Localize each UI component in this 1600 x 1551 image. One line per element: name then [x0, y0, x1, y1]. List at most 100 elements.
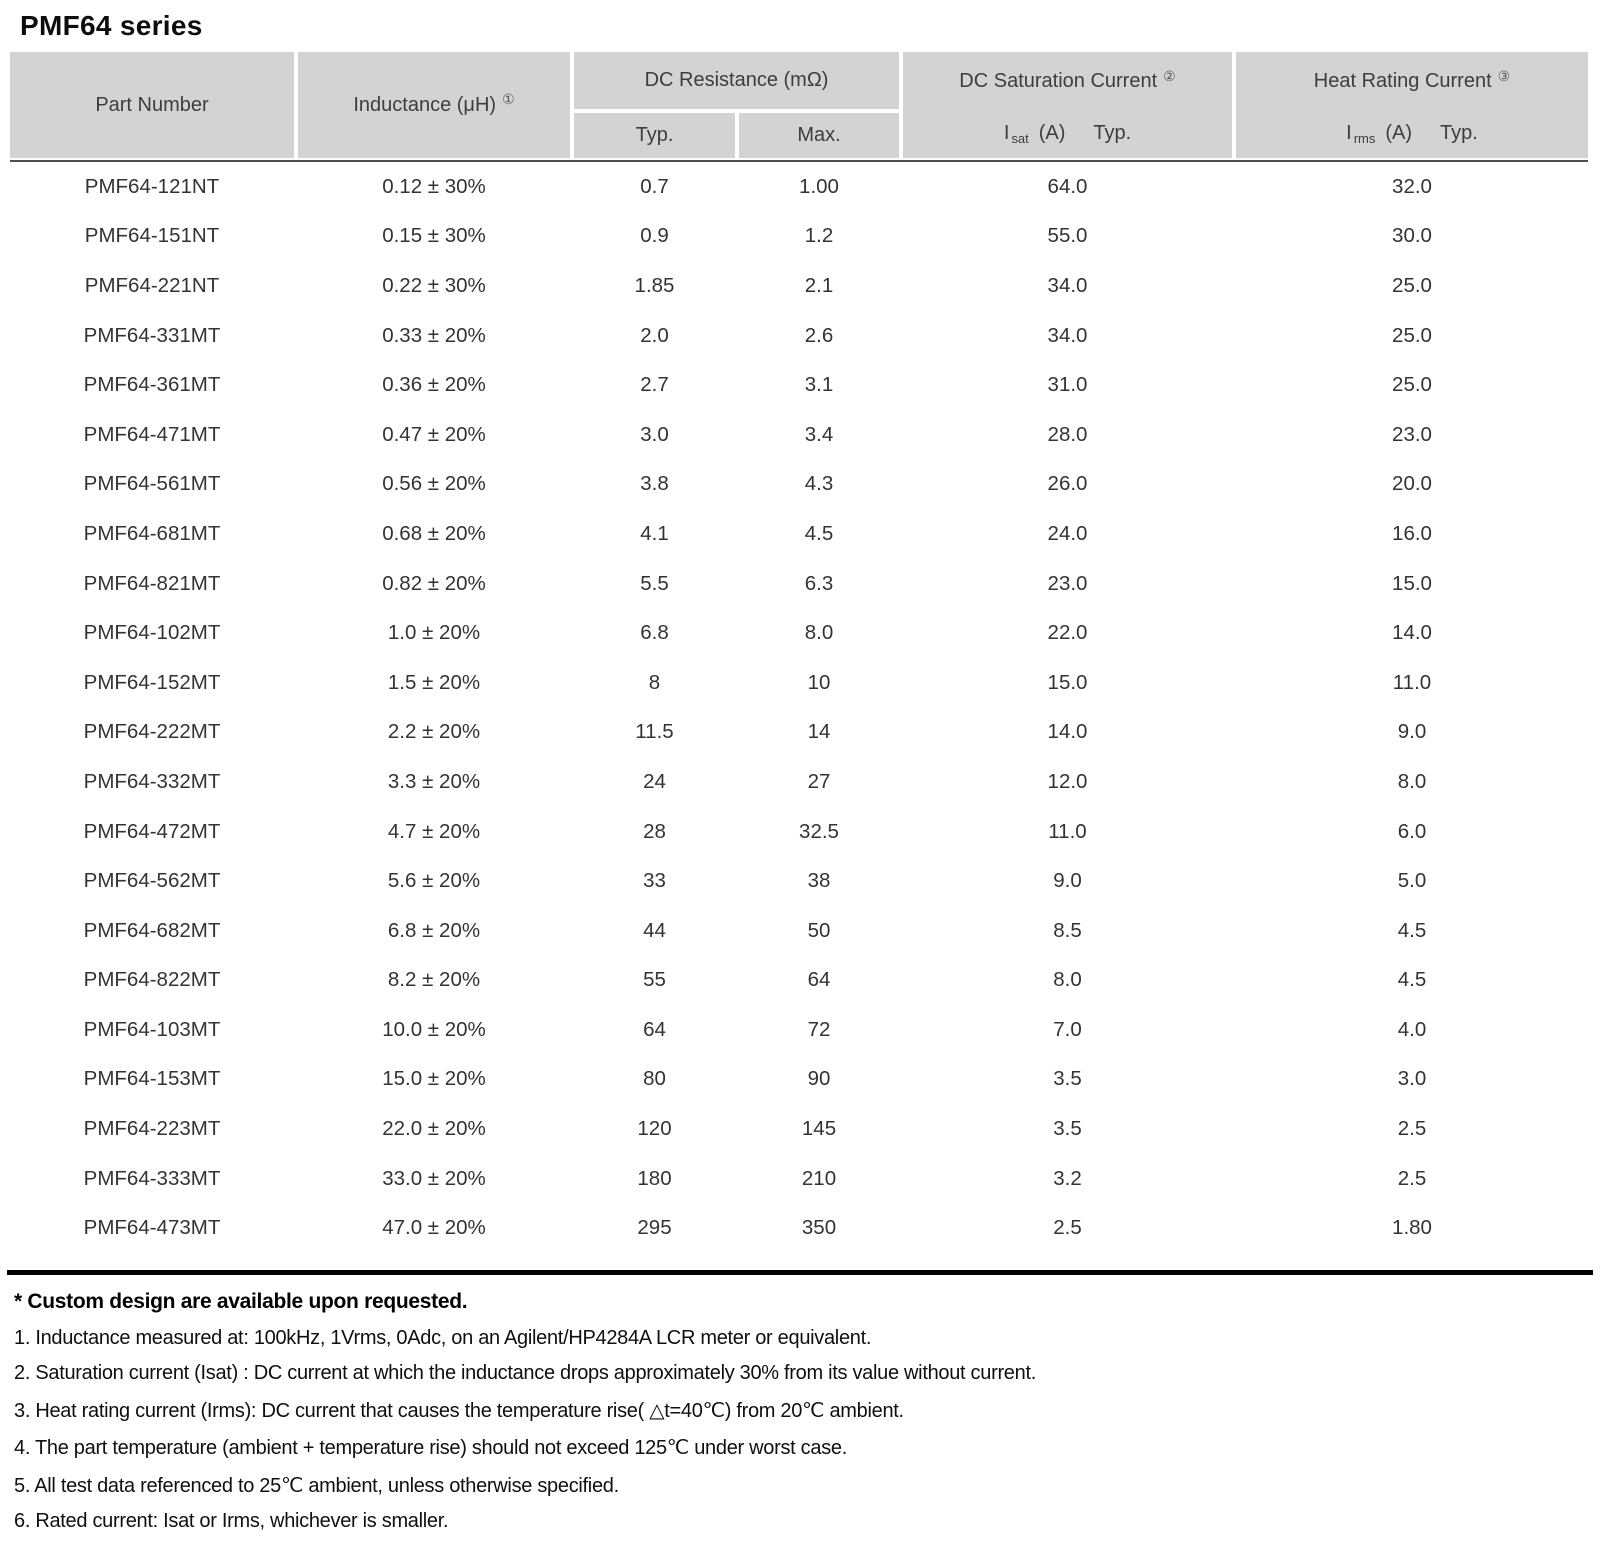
heat-rating-current-cell: 8.0 [1397, 769, 1427, 793]
dcr-typ-cell: 3.0 [640, 422, 669, 446]
part-number-cell: PMF64-473MT [83, 1216, 221, 1240]
inductance-cell: 0.56 ± 20% [382, 472, 486, 496]
part-number-cell: PMF64-223MT [83, 1117, 221, 1141]
table-row: PMF64-471MT 0.47 ± 20% 3.0 3.4 28.0 23.0 [10, 410, 1588, 460]
table-row: PMF64-221NT 0.22 ± 30% 1.85 2.1 34.0 25.… [10, 261, 1588, 311]
dcr-typ-cell: 55 [643, 968, 666, 992]
heat-rating-current-cell: 14.0 [1392, 621, 1432, 645]
part-number-cell: PMF64-103MT [83, 1017, 221, 1041]
dcr-typ-header-label: Typ. [635, 124, 674, 146]
isat-symbol: I [1003, 122, 1010, 144]
dcr-typ-cell: 295 [637, 1216, 672, 1240]
part-number-cell: PMF64-221NT [84, 273, 220, 297]
column-header-dc-resistance: DC Resistance (mΩ) [574, 52, 899, 109]
inductance-cell: 0.36 ± 20% [382, 373, 486, 397]
dc-resistance-header-label: DC Resistance (mΩ) [644, 69, 829, 91]
saturation-current-cell: 8.0 [1053, 968, 1082, 992]
inductance-cell: 0.33 ± 20% [382, 323, 486, 347]
irms-qualifier: Typ. [1440, 122, 1478, 144]
table-row: PMF64-361MT 0.36 ± 20% 2.7 3.1 31.0 25.0 [10, 360, 1588, 410]
dcr-max-cell: 14 [807, 720, 831, 744]
dcr-max-cell: 90 [807, 1067, 831, 1091]
heat-rating-current-cell: 25.0 [1392, 373, 1432, 397]
table-row: PMF64-151NT 0.15 ± 30% 0.9 1.2 55.0 30.0 [10, 212, 1588, 262]
dcr-max-cell: 64 [807, 968, 831, 992]
footnote-item: 4. The part temperature (ambient + tempe… [14, 1437, 847, 1460]
part-number-cell: PMF64-121NT [84, 174, 220, 198]
saturation-current-cell: 3.2 [1053, 1166, 1082, 1190]
table-row: PMF64-561MT 0.56 ± 20% 3.8 4.3 26.0 20.0 [10, 460, 1588, 510]
inductance-cell: 10.0 ± 20% [382, 1017, 486, 1041]
saturation-current-cell: 64.0 [1047, 174, 1088, 198]
dcr-typ-cell: 180 [637, 1166, 672, 1190]
table-row: PMF64-102MT 1.0 ± 20% 6.8 8.0 22.0 14.0 [10, 608, 1588, 658]
column-header-dcr-typ: Typ. [574, 113, 735, 158]
part-number-header-label: Part Number [95, 93, 209, 116]
part-number-cell: PMF64-562MT [83, 869, 221, 893]
inductance-cell: 0.22 ± 30% [382, 273, 486, 297]
table-row: PMF64-473MT 47.0 ± 20% 295 350 2.5 1.80 [10, 1203, 1588, 1253]
table-header: Part Number Inductance (μH) ① DC Resistan… [10, 52, 1588, 158]
dcr-max-cell: 32.5 [799, 819, 839, 843]
dcr-typ-cell: 4.1 [640, 521, 669, 545]
dcr-typ-cell: 6.8 [640, 621, 669, 645]
dcr-typ-cell: 0.7 [640, 174, 669, 198]
part-number-cell: PMF64-361MT [83, 373, 221, 397]
inductance-cell: 1.0 ± 20% [387, 621, 481, 645]
part-number-cell: PMF64-682MT [83, 918, 221, 942]
saturation-current-cell: 3.5 [1053, 1067, 1082, 1091]
table-row: PMF64-333MT 33.0 ± 20% 180 210 3.2 2.5 [10, 1154, 1588, 1204]
footnote-item: 2. Saturation current (Isat) : DC curren… [14, 1362, 1036, 1385]
saturation-header-title: DC Saturation Current ② [959, 67, 1176, 93]
saturation-current-cell: 12.0 [1047, 769, 1088, 793]
isat-qualifier: Typ. [1093, 122, 1132, 144]
heat-rating-current-cell: 4.5 [1397, 968, 1427, 992]
saturation-current-cell: 7.0 [1053, 1017, 1082, 1041]
saturation-current-cell: 14.0 [1047, 720, 1088, 744]
dcr-typ-cell: 2.7 [640, 373, 669, 397]
heat-rating-current-cell: 25.0 [1392, 273, 1432, 297]
table-row: PMF64-103MT 10.0 ± 20% 64 72 7.0 4.0 [10, 1005, 1588, 1055]
heat-header-title: Heat Rating Current ③ [1313, 67, 1511, 93]
dcr-max-cell: 8.0 [804, 621, 834, 645]
heat-rating-current-cell: 15.0 [1392, 571, 1432, 595]
dcr-max-cell: 6.3 [804, 571, 834, 595]
inductance-cell: 47.0 ± 20% [382, 1216, 486, 1240]
dcr-max-cell: 50 [807, 918, 831, 942]
dcr-max-cell: 145 [801, 1117, 837, 1141]
dcr-max-cell: 1.2 [804, 224, 834, 248]
part-number-cell: PMF64-152MT [83, 670, 221, 694]
irms-subscript: rms [1353, 131, 1376, 146]
dcr-typ-cell: 24 [643, 769, 666, 793]
footnote-item: 1. Inductance measured at: 100kHz, 1Vrms… [14, 1326, 872, 1349]
dcr-typ-cell: 0.9 [640, 224, 669, 248]
dcr-typ-cell: 5.5 [640, 571, 669, 595]
part-number-cell: PMF64-472MT [83, 819, 221, 843]
table-row: PMF64-682MT 6.8 ± 20% 44 50 8.5 4.5 [10, 906, 1588, 956]
table-row: PMF64-681MT 0.68 ± 20% 4.1 4.5 24.0 16.0 [10, 509, 1588, 559]
table-row: PMF64-153MT 15.0 ± 20% 80 90 3.5 3.0 [10, 1055, 1588, 1105]
column-header-part-number: Part Number [10, 52, 294, 158]
heat-rating-current-cell: 2.5 [1397, 1166, 1427, 1190]
saturation-current-cell: 26.0 [1047, 472, 1088, 496]
heat-header-label: Heat Rating Current [1313, 70, 1492, 92]
table-row: PMF64-121NT 0.12 ± 30% 0.7 1.00 64.0 32.… [10, 162, 1588, 212]
dcr-typ-cell: 28 [643, 819, 666, 843]
inductance-cell: 4.7 ± 20% [387, 819, 481, 843]
dcr-max-cell: 72 [807, 1017, 831, 1041]
dcr-max-cell: 27 [807, 769, 831, 793]
part-number-cell: PMF64-222MT [83, 720, 221, 744]
dcr-typ-cell: 33 [643, 869, 666, 893]
dcr-max-cell: 4.3 [804, 472, 834, 496]
dcr-max-cell: 38 [807, 869, 831, 893]
inductance-cell: 0.68 ± 20% [382, 521, 486, 545]
footnote-item: 5. All test data referenced to 25℃ ambie… [14, 1474, 619, 1497]
saturation-current-cell: 23.0 [1047, 571, 1088, 595]
dcr-max-cell: 3.4 [804, 422, 834, 446]
saturation-current-cell: 15.0 [1047, 670, 1088, 694]
irms-unit: (A) [1385, 122, 1413, 144]
saturation-current-cell: 8.5 [1053, 918, 1082, 942]
part-number-cell: PMF64-822MT [83, 968, 221, 992]
